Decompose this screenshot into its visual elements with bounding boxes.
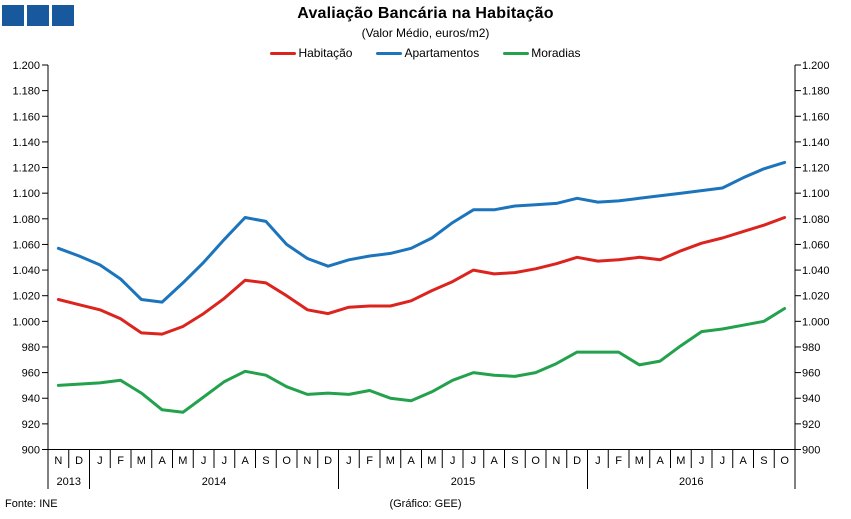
month-label: D [573,455,581,467]
month-label: F [366,455,373,467]
y-tick-label-left: 920 [22,419,40,431]
month-label: O [780,455,789,467]
y-tick-label-left: 940 [22,393,40,405]
legend-label: Moradias [531,46,581,60]
month-label: M [178,455,187,467]
month-label: O [531,455,540,467]
legend-label: Apartamentos [404,46,480,60]
y-tick-label-right: 1.040 [802,265,830,277]
y-tick-label-right: 1.060 [802,239,830,251]
legend-swatch [503,51,530,55]
y-tick-label-right: 920 [802,419,820,431]
month-label: D [324,455,332,467]
legend: Habitação Apartamentos Moradias [0,46,851,60]
month-label: A [656,455,664,467]
y-tick-label-left: 1.180 [12,86,40,98]
y-tick-label-left: 1.080 [12,214,40,226]
month-label: J [595,455,601,467]
legend-swatch [270,51,297,55]
y-tick-label-left: 1.200 [12,60,40,72]
year-label: 2013 [57,476,81,488]
month-label: S [760,455,767,467]
year-label: 2016 [679,476,703,488]
month-label: S [262,455,269,467]
month-label: N [54,455,62,467]
y-tick-label-left: 1.000 [12,316,40,328]
month-label: M [427,455,436,467]
y-tick-label-left: 960 [22,368,40,380]
y-tick-label-left: 1.060 [12,239,40,251]
legend-item-habitação: Habitação [270,46,352,60]
y-tick-label-left: 1.120 [12,163,40,175]
y-tick-label-right: 980 [802,342,820,354]
series-line-apartamentos [56,160,787,304]
month-label: J [720,455,726,467]
month-label: F [117,455,124,467]
month-label: J [97,455,103,467]
y-tick-label-right: 1.200 [802,60,830,72]
chart-subtitle: (Valor Médio, euros/m2) [361,26,490,40]
y-tick-label-left: 980 [22,342,40,354]
credit-label: (Gráfico: GEE) [389,498,462,510]
year-label: 2014 [202,476,226,488]
month-label: F [615,455,622,467]
month-label: N [303,455,311,467]
series-line-moradias [56,307,787,414]
year-label: 2015 [451,476,475,488]
y-tick-label-left: 1.140 [12,137,40,149]
series-line-habitação [56,216,787,336]
month-label: A [739,455,747,467]
month-label: M [137,455,146,467]
source-label: Fonte: INE [5,498,58,510]
month-label: N [552,455,560,467]
legend-item-moradias: Moradias [503,46,581,60]
y-tick-label-right: 1.140 [802,137,830,149]
y-tick-label-right: 960 [802,368,820,380]
month-label: A [490,455,498,467]
month-label: J [699,455,705,467]
month-label: J [201,455,207,467]
month-label: J [450,455,456,467]
month-label: J [346,455,352,467]
legend-swatch [376,51,403,55]
y-tick-label-right: 1.180 [802,86,830,98]
y-tick-label-right: 1.120 [802,163,830,175]
y-tick-label-right: 1.000 [802,316,830,328]
y-tick-label-left: 900 [22,445,40,457]
month-label: A [241,455,249,467]
y-tick-label-left: 1.160 [12,111,40,123]
month-label: J [222,455,228,467]
month-label: D [75,455,83,467]
month-label: J [471,455,477,467]
y-tick-label-right: 1.160 [802,111,830,123]
y-tick-label-left: 1.040 [12,265,40,277]
y-tick-label-left: 1.020 [12,291,40,303]
logo-square [52,5,74,26]
month-label: M [676,455,685,467]
month-label: S [511,455,518,467]
chart-title: Avaliação Bancária na Habitação [297,5,554,22]
logo-square [2,5,24,26]
legend-label: Habitação [298,46,353,60]
y-tick-label-right: 1.080 [802,214,830,226]
logo-squares [2,5,74,26]
month-label: A [407,455,415,467]
legend-item-apartamentos: Apartamentos [376,46,479,60]
logo-square [27,5,49,26]
month-label: O [282,455,291,467]
y-tick-label-right: 900 [802,445,820,457]
y-tick-label-right: 1.020 [802,291,830,303]
month-label: M [386,455,395,467]
y-tick-label-right: 940 [802,393,820,405]
month-label: M [635,455,644,467]
month-label: A [158,455,166,467]
y-tick-label-left: 1.100 [12,188,40,200]
y-tick-label-right: 1.100 [802,188,830,200]
